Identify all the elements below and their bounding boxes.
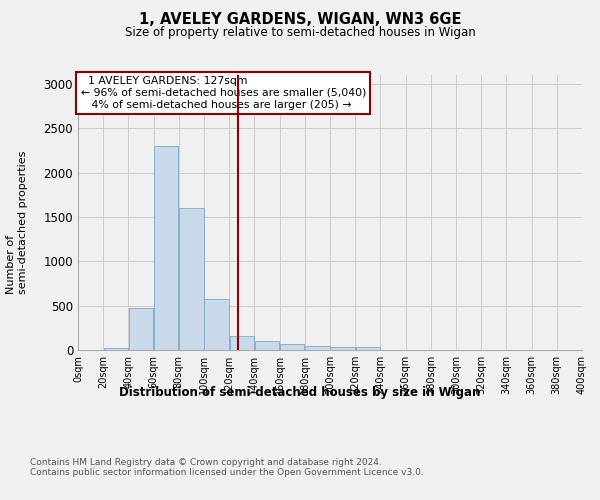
Bar (154, 146, 178, 350)
Bar (255, 340, 279, 350)
Bar (205, 300, 229, 350)
Bar (179, 208, 203, 350)
Bar (230, 336, 254, 350)
Text: Size of property relative to semi-detached houses in Wigan: Size of property relative to semi-detach… (125, 26, 475, 39)
Text: 1, AVELEY GARDENS, WIGAN, WN3 6GE: 1, AVELEY GARDENS, WIGAN, WN3 6GE (139, 12, 461, 26)
Text: Number of
semi-detached properties: Number of semi-detached properties (6, 151, 28, 294)
Bar (331, 348, 355, 350)
Bar (356, 348, 380, 350)
Bar (280, 344, 304, 350)
Text: Distribution of semi-detached houses by size in Wigan: Distribution of semi-detached houses by … (119, 386, 481, 399)
Bar (104, 348, 128, 350)
Text: Contains HM Land Registry data © Crown copyright and database right 2024.
Contai: Contains HM Land Registry data © Crown c… (30, 458, 424, 477)
Text: 1 AVELEY GARDENS: 127sqm
← 96% of semi-detached houses are smaller (5,040)
   4%: 1 AVELEY GARDENS: 127sqm ← 96% of semi-d… (80, 76, 366, 110)
Bar (305, 346, 329, 350)
Bar (129, 308, 153, 350)
